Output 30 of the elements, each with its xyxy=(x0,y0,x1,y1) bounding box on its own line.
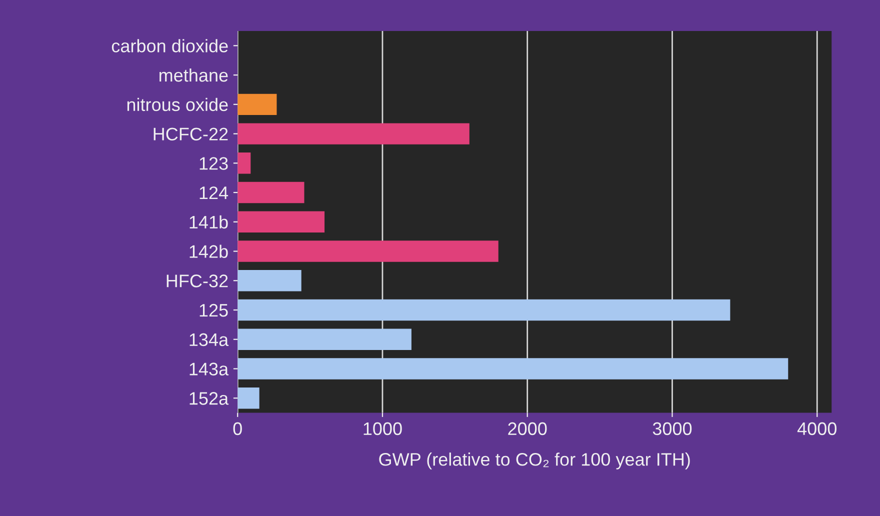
x-axis-title: GWP (relative to CO₂ for 100 year ITH) xyxy=(379,452,690,470)
y-tick-label: 152a xyxy=(190,392,229,405)
y-tick-label: 142b xyxy=(190,244,228,258)
y-tick-label: methane xyxy=(160,68,228,82)
y-tick-label: 124 xyxy=(200,186,228,200)
bar xyxy=(238,388,260,409)
y-tick-label: 134a xyxy=(190,333,229,346)
x-tick-label: 2000 xyxy=(508,422,547,436)
y-tick-label: 143a xyxy=(190,362,229,376)
x-tick-label: 4000 xyxy=(797,422,836,436)
bar xyxy=(238,123,470,144)
bar xyxy=(238,152,251,174)
bar xyxy=(238,270,302,292)
y-tick-label: HFC-32 xyxy=(166,274,228,288)
bar xyxy=(238,299,730,321)
y-tick-label: 123 xyxy=(200,157,228,170)
bar xyxy=(238,211,325,232)
y-tick-label: 125 xyxy=(200,304,228,317)
bar xyxy=(238,328,412,350)
x-tick-label: 3000 xyxy=(652,422,692,436)
y-tick-label: 141b xyxy=(190,215,228,229)
y-tick-label: carbon dioxide xyxy=(112,39,228,52)
bar xyxy=(238,94,277,115)
x-tick-label: 1000 xyxy=(364,422,402,436)
x-tick-label: 0 xyxy=(233,422,242,436)
y-tick-label: HCFC-22 xyxy=(154,128,228,140)
bar xyxy=(238,358,788,380)
bar xyxy=(238,182,304,204)
y-tick-label: nitrous oxide xyxy=(127,98,228,112)
bar xyxy=(238,240,498,262)
